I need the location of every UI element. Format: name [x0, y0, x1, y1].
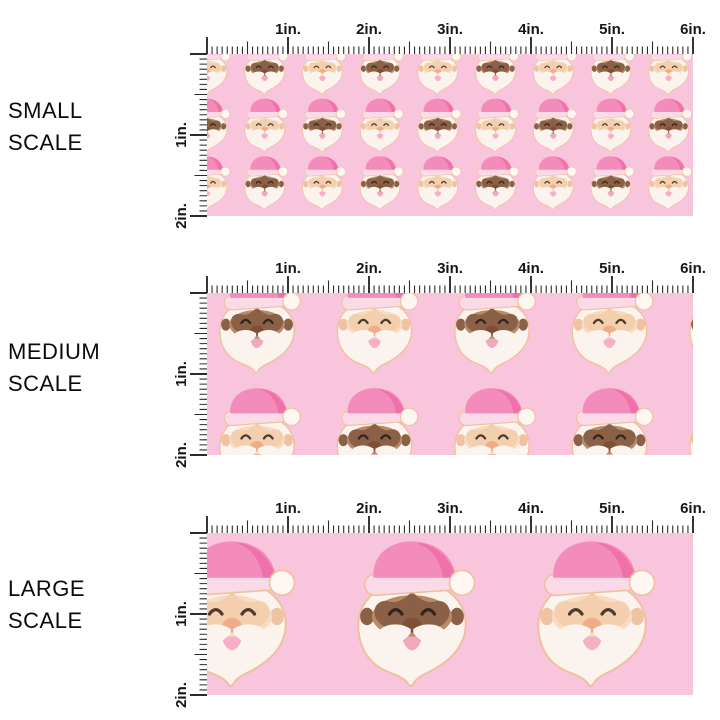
- inch-label-horizontal: 3in.: [437, 500, 463, 517]
- inch-label-horizontal: 3in.: [437, 21, 463, 38]
- inch-label-horizontal: 5in.: [599, 21, 625, 38]
- horizontal-ruler-inch-ticks: [206, 516, 694, 533]
- panel-label-small: SMALL SCALE: [8, 95, 178, 159]
- inch-label-horizontal: 4in.: [518, 260, 544, 277]
- santa-face-icon: [689, 293, 693, 373]
- vertical-ruler-fine-ticks: [194, 537, 207, 691]
- inch-label-horizontal: 2in.: [356, 260, 382, 277]
- fabric-pattern: [207, 54, 692, 210]
- vertical-ruler-inch-ticks: [190, 53, 207, 217]
- inch-label-vertical: 1in.: [173, 122, 190, 148]
- santa-face-icon: [689, 388, 693, 455]
- inch-label-horizontal: 5in.: [599, 260, 625, 277]
- inch-label-horizontal: 1in.: [275, 260, 301, 277]
- inch-label-vertical: 1in.: [173, 601, 190, 627]
- inch-label-horizontal: 2in.: [356, 21, 382, 38]
- inch-label-vertical: 1in.: [173, 361, 190, 387]
- vertical-ruler-fine-ticks: [194, 58, 207, 212]
- horizontal-ruler-fine-ticks: [211, 41, 689, 54]
- vertical-ruler-inch-ticks: [190, 292, 207, 456]
- fabric-pattern: [207, 541, 655, 686]
- panel-label-line: LARGE: [8, 576, 86, 601]
- horizontal-ruler-inch-ticks: [206, 37, 694, 54]
- panel-large-scale: 1in. 2in. 3in. 4in. 5in. 6in. 1in. 2in.: [173, 500, 706, 708]
- inch-label-vertical: 2in.: [173, 203, 190, 229]
- panel-medium-scale: 1in. 2in. 3in. 4in. 5in. 6in. 1in. 2in.: [173, 260, 706, 468]
- inch-label-horizontal: 4in.: [518, 500, 544, 517]
- inch-label-horizontal: 4in.: [518, 21, 544, 38]
- inch-label-horizontal: 6in.: [680, 260, 706, 277]
- inch-label-horizontal: 6in.: [680, 21, 706, 38]
- panel-label-line: MEDIUM: [8, 339, 101, 364]
- inch-label-horizontal: 1in.: [275, 500, 301, 517]
- horizontal-ruler-fine-ticks: [211, 520, 689, 533]
- panel-label-medium: MEDIUM SCALE: [8, 336, 178, 400]
- panel-small-scale: 1in. 2in. 3in. 4in. 5in. 6in. 1in. 2in.: [173, 21, 706, 229]
- horizontal-ruler-fine-ticks: [211, 280, 689, 293]
- panel-label-line: SCALE: [8, 608, 83, 633]
- inch-label-horizontal: 5in.: [599, 500, 625, 517]
- panel-label-line: SMALL: [8, 98, 83, 123]
- vertical-ruler-inch-ticks: [190, 532, 207, 696]
- panel-label-line: SCALE: [8, 371, 83, 396]
- inch-label-horizontal: 1in.: [275, 21, 301, 38]
- inch-label-vertical: 2in.: [173, 442, 190, 468]
- inch-label-vertical: 2in.: [173, 682, 190, 708]
- inch-label-horizontal: 6in.: [680, 500, 706, 517]
- panel-label-large: LARGE SCALE: [8, 573, 178, 637]
- vertical-ruler-fine-ticks: [194, 297, 207, 451]
- inch-label-horizontal: 2in.: [356, 500, 382, 517]
- inch-label-horizontal: 3in.: [437, 260, 463, 277]
- panel-label-line: SCALE: [8, 130, 83, 155]
- horizontal-ruler-inch-ticks: [206, 276, 694, 293]
